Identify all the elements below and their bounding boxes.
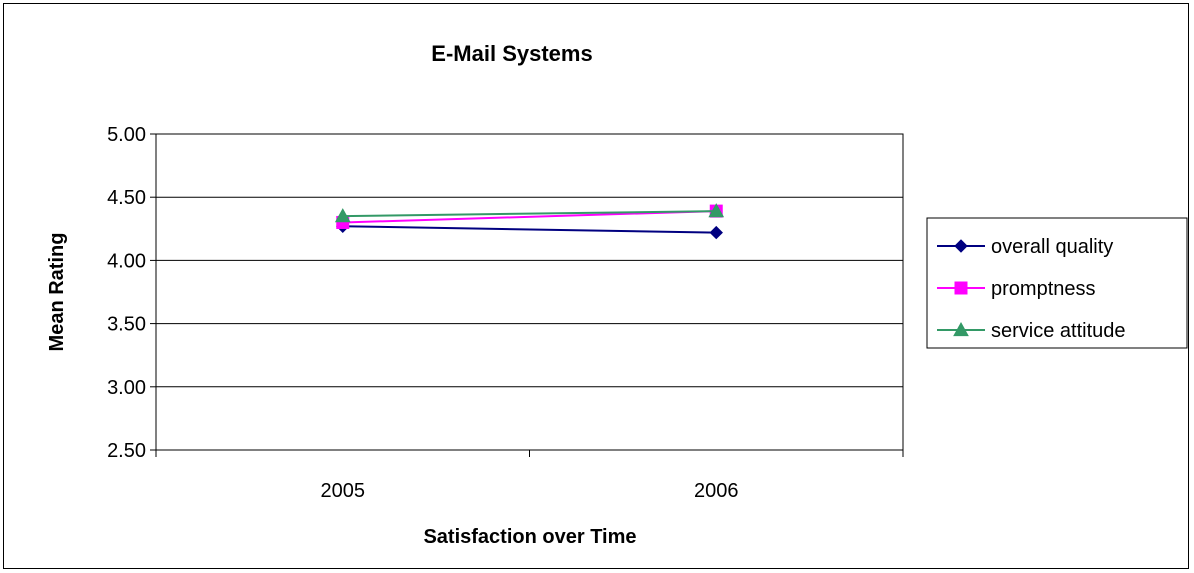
legend-label: service attitude (991, 320, 1126, 342)
series-line-0 (342, 225, 717, 234)
data-point-2 (708, 203, 725, 218)
legend-label: promptness (991, 278, 1096, 300)
y-tick-label: 5.00 (107, 124, 146, 146)
legend-marker (953, 321, 969, 337)
x-axis-title: Satisfaction over Time (423, 526, 636, 548)
legend-label: overall quality (991, 236, 1113, 258)
legend-marker (954, 281, 968, 295)
y-tick-label: 3.50 (107, 314, 146, 336)
series-line-1 (342, 210, 717, 224)
series-line-2 (342, 210, 717, 218)
plot-background (155, 133, 904, 451)
data-point-0 (709, 225, 723, 240)
data-point-2 (334, 208, 351, 223)
chart-title: E-Mail Systems (431, 41, 592, 66)
y-axis-title: Mean Rating (46, 233, 68, 352)
y-tick-label: 2.50 (107, 440, 146, 462)
legend-marker (954, 239, 968, 253)
x-tick-label: 2006 (694, 480, 739, 502)
legend-box (926, 217, 1188, 349)
y-tick-label: 4.00 (107, 250, 146, 272)
y-tick-label: 3.00 (107, 377, 146, 399)
plot-area: 2.50 3.00 3.50 4.00 4.50 5.00 2005 2006 (107, 124, 904, 502)
y-tick-label: 4.50 (107, 187, 146, 209)
x-tick-label: 2005 (321, 480, 366, 502)
legend: overall quality promptness service attitud… (926, 217, 1188, 349)
